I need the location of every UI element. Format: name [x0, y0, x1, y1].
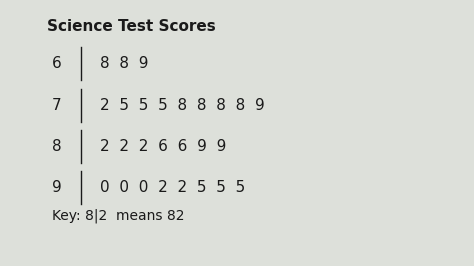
Text: Science Test Scores: Science Test Scores	[47, 19, 216, 34]
Text: 9: 9	[52, 180, 62, 195]
Text: Key: 8|2  means 82: Key: 8|2 means 82	[52, 208, 185, 223]
Text: 8  8  9: 8 8 9	[100, 56, 148, 71]
Text: 8: 8	[52, 139, 62, 154]
Text: 7: 7	[52, 98, 62, 113]
Text: 2  2  2  6  6  9  9: 2 2 2 6 6 9 9	[100, 139, 226, 154]
Text: 6: 6	[52, 56, 62, 71]
Text: 0  0  0  2  2  5  5  5: 0 0 0 2 2 5 5 5	[100, 180, 245, 195]
Text: 2  5  5  5  8  8  8  8  9: 2 5 5 5 8 8 8 8 9	[100, 98, 264, 113]
